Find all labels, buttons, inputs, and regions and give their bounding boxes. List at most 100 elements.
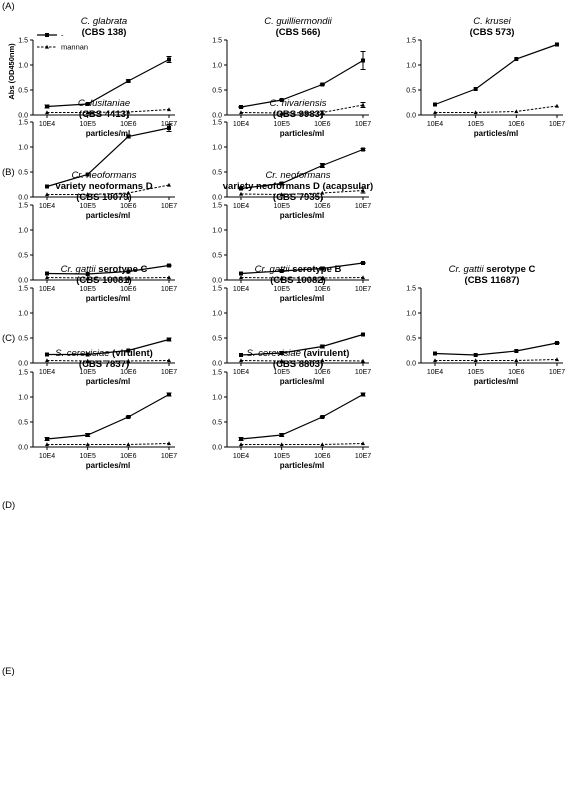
y-tick-label: 1.5 bbox=[406, 286, 416, 293]
series-line-solid bbox=[46, 58, 170, 108]
chart-title-species: S. cerevisiae bbox=[55, 348, 109, 359]
chart-title-species: C. krusei bbox=[473, 16, 511, 27]
x-tick-label: 10E5 bbox=[273, 121, 289, 128]
y-tick-label: 1.0 bbox=[18, 395, 28, 402]
x-tick-label: 10E7 bbox=[355, 453, 371, 460]
x-tick-label: 10E6 bbox=[120, 286, 136, 293]
x-tick-label: 10E4 bbox=[427, 369, 443, 376]
data-point-square bbox=[239, 437, 243, 441]
x-axis-label: particles/ml bbox=[280, 211, 324, 220]
x-tick-label: 10E7 bbox=[355, 369, 371, 376]
x-tick-label: 10E4 bbox=[233, 203, 249, 210]
data-point-square bbox=[126, 79, 131, 83]
series-line-dashed bbox=[47, 443, 170, 445]
data-point-triangle bbox=[126, 275, 131, 280]
x-tick-label: 10E5 bbox=[273, 286, 289, 293]
data-point-square bbox=[279, 269, 284, 273]
row-label: (D) bbox=[2, 500, 15, 511]
chart-title-species: Cr. neoformans bbox=[265, 170, 330, 181]
x-tick-label: 10E4 bbox=[39, 453, 55, 460]
y-tick-label: 1.5 bbox=[18, 38, 28, 45]
y-tick-label: 1.5 bbox=[18, 203, 28, 210]
chart-title-strain: (CBS 8803) bbox=[273, 359, 323, 370]
series-line-dashed bbox=[240, 359, 364, 362]
data-point-square bbox=[167, 392, 171, 397]
chart-title-species: C. lusitaniae bbox=[78, 98, 130, 109]
panel: 0.0 0.5 1.0 1.5 10E4 10E5 10E6 10E7 particles/ml… bbox=[212, 348, 371, 470]
data-point-square bbox=[126, 415, 131, 419]
x-tick-label: 10E4 bbox=[39, 203, 55, 210]
data-point-square bbox=[320, 163, 325, 168]
data-point-square bbox=[45, 271, 49, 276]
y-tick-label: 0.5 bbox=[212, 170, 222, 177]
chart-title-suffix: (virulent) bbox=[110, 348, 153, 359]
data-point-square bbox=[361, 332, 365, 337]
data-point-square bbox=[514, 57, 519, 61]
y-tick-label: 1.0 bbox=[18, 311, 28, 318]
data-point-square bbox=[279, 98, 284, 102]
chart-title-strain: (CBS 11687) bbox=[465, 275, 520, 286]
data-point-triangle bbox=[555, 103, 559, 108]
chart-title: Cr. gattii serotype C bbox=[449, 264, 536, 275]
data-point-square bbox=[167, 57, 171, 62]
chart-title-strain: (CBS 10082) bbox=[270, 275, 325, 286]
data-point-triangle bbox=[555, 357, 559, 362]
x-tick-label: 10E6 bbox=[508, 369, 524, 376]
x-tick-label: 10E6 bbox=[314, 203, 330, 210]
data-point-square bbox=[279, 433, 284, 437]
data-point-triangle bbox=[167, 441, 171, 446]
y-tick-label: 0.5 bbox=[406, 88, 416, 95]
x-axis-label: particles/ml bbox=[474, 377, 518, 386]
y-tick-label: 1.0 bbox=[406, 311, 416, 318]
chart-title-species: C. guilliermondii bbox=[264, 16, 332, 27]
data-point-triangle bbox=[514, 109, 519, 114]
panel: 0.0 0.5 1.0 1.5 10E4 10E5 10E6 10E7 particles/ml… bbox=[212, 170, 373, 303]
data-point-square bbox=[45, 104, 49, 109]
data-point-square bbox=[239, 353, 243, 357]
data-point-square bbox=[320, 82, 325, 87]
data-point-square bbox=[45, 352, 49, 357]
y-tick-label: 0.5 bbox=[18, 336, 28, 343]
x-tick-label: 10E4 bbox=[233, 121, 249, 128]
x-tick-label: 10E6 bbox=[120, 369, 136, 376]
data-point-triangle bbox=[361, 358, 365, 363]
x-tick-label: 10E4 bbox=[233, 453, 249, 460]
chart-title: C. krusei bbox=[473, 16, 511, 27]
y-tick-label: 1.0 bbox=[18, 63, 28, 70]
x-tick-label: 10E5 bbox=[273, 203, 289, 210]
chart-title-species: S. cerevisiae bbox=[247, 348, 301, 359]
data-point-square bbox=[45, 184, 49, 189]
data-point-square bbox=[167, 126, 171, 130]
y-tick-label: 0.0 bbox=[212, 113, 222, 120]
series-line-solid bbox=[46, 393, 170, 440]
y-tick-label: 1.0 bbox=[18, 145, 28, 152]
data-point-square bbox=[433, 102, 437, 107]
x-tick-label: 10E5 bbox=[273, 369, 289, 376]
data-point-square bbox=[320, 266, 325, 271]
y-tick-label: 0.5 bbox=[212, 253, 222, 260]
data-point-triangle bbox=[279, 275, 284, 280]
data-point-square bbox=[279, 351, 284, 355]
x-tick-label: 10E7 bbox=[355, 286, 371, 293]
y-tick-label: 1.5 bbox=[18, 370, 28, 377]
y-tick-label: 1.5 bbox=[18, 286, 28, 293]
data-point-square bbox=[85, 352, 90, 357]
data-point-triangle bbox=[320, 442, 325, 447]
y-tick-label: 1.5 bbox=[212, 38, 222, 45]
chart-title-strain: (CBS 7837) bbox=[79, 359, 129, 370]
data-point-triangle bbox=[239, 275, 243, 280]
x-tick-label: 10E5 bbox=[79, 203, 95, 210]
x-tick-label: 10E5 bbox=[79, 286, 95, 293]
data-point-triangle bbox=[167, 182, 171, 187]
y-tick-label: 0.5 bbox=[212, 88, 222, 95]
data-point-triangle bbox=[126, 442, 131, 447]
chart-title-suffix: serotype C bbox=[484, 264, 536, 275]
chart-title-strain: (CBS 7935) bbox=[273, 192, 323, 203]
data-point-triangle bbox=[126, 358, 131, 363]
series-line-solid bbox=[434, 342, 558, 356]
chart-title-species: C. nivariensis bbox=[269, 98, 326, 109]
data-point-triangle bbox=[85, 192, 90, 197]
series-line-solid bbox=[240, 333, 364, 356]
series-line-dashed bbox=[241, 443, 364, 445]
